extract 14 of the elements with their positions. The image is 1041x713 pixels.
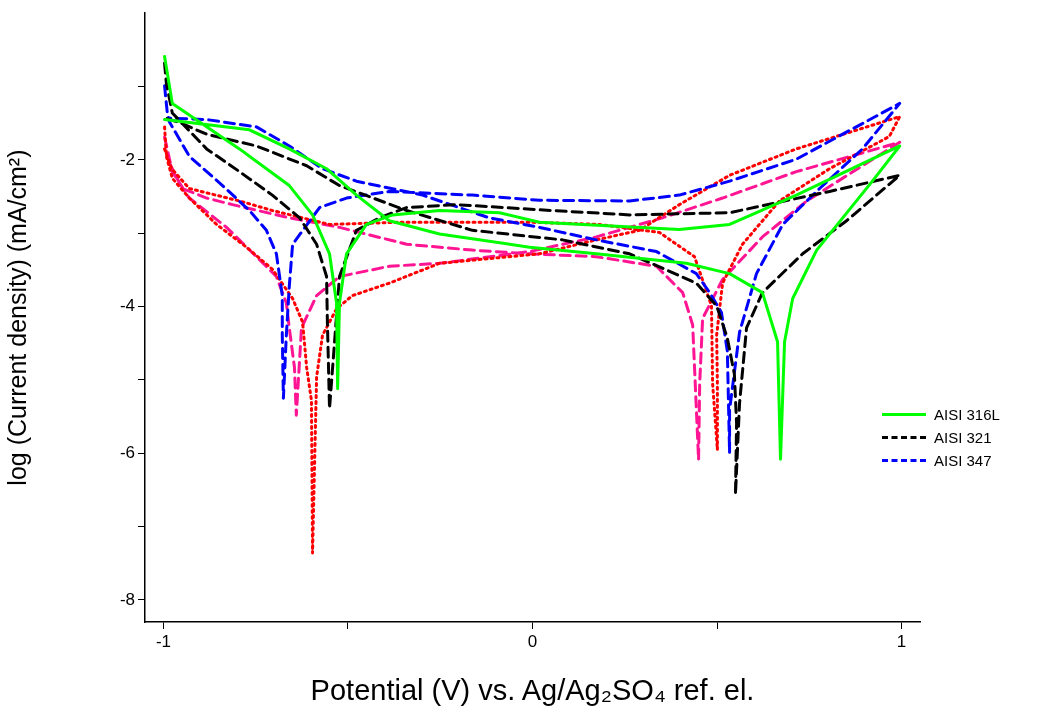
- x-axis-title: Potential (V) vs. Ag/Ag₂SO₄ ref. el.: [310, 673, 755, 706]
- y-tick-label: -6: [119, 442, 135, 462]
- x-tick-label: 0: [527, 631, 538, 651]
- legend-label: AISI 347: [934, 452, 992, 469]
- y-tick-label: -8: [119, 589, 135, 609]
- legend-label: AISI 321: [934, 429, 992, 446]
- y-tick-label: -2: [119, 149, 135, 169]
- x-tick-label: -1: [155, 631, 172, 651]
- x-tick-label: 1: [896, 631, 907, 651]
- legend-label: AISI 316L: [934, 406, 1000, 423]
- y-axis-title: log (Current density) (mA/cm²): [2, 149, 31, 486]
- line-series: [163, 115, 902, 555]
- line-series: [163, 135, 902, 462]
- y-tick-label: -4: [119, 296, 135, 316]
